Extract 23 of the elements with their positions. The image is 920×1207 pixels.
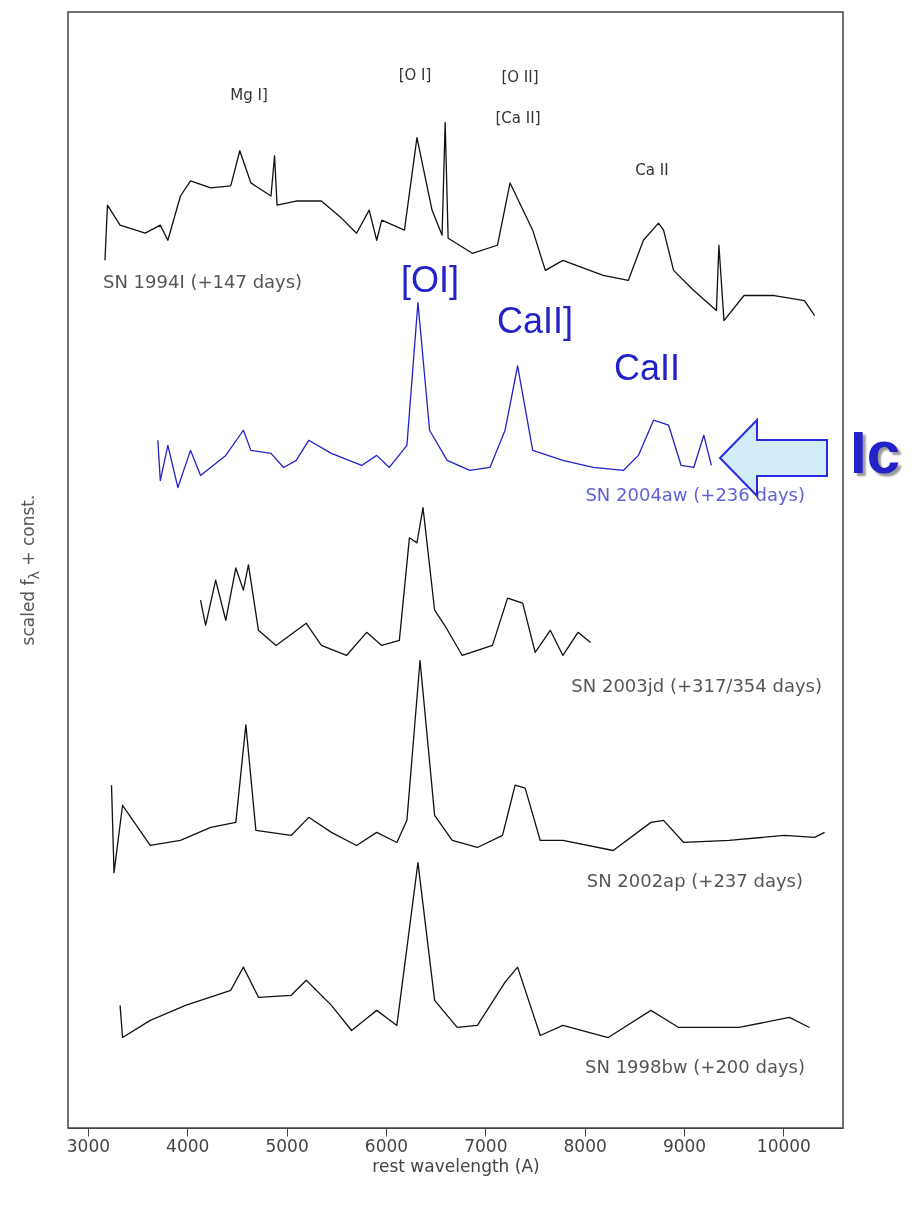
- x-tick-label: 5000: [265, 1135, 309, 1156]
- annotation: Ca II: [635, 161, 669, 179]
- series-label: SN 1998bw (+200 days): [585, 1056, 805, 1077]
- series-label: SN 2004aw (+236 days): [585, 484, 805, 505]
- annotation: [OI]: [400, 259, 460, 300]
- annotation: CaII: [613, 347, 681, 388]
- text: Ic: [849, 419, 901, 486]
- text: [O II]: [501, 68, 539, 86]
- series-label: SN 2002ap (+237 days): [586, 870, 803, 891]
- x-tick-label: 9000: [662, 1135, 707, 1156]
- x-tick-label: 6000: [364, 1135, 409, 1156]
- text: [O I]: [398, 66, 432, 84]
- x-tick-label: 8000: [563, 1135, 607, 1156]
- x-tick-label: 10000: [756, 1135, 811, 1156]
- annotation: [Ca II]: [495, 109, 541, 127]
- text: Mg I]: [230, 86, 268, 104]
- x-axis-title: rest wavelength (A): [372, 1155, 540, 1176]
- series-label: SN 2003jd (+317/354 days): [571, 675, 822, 696]
- x-tick-label: 4000: [166, 1135, 210, 1156]
- x-tick-label: 3000: [66, 1135, 110, 1156]
- series-label: SN 1994I (+147 days): [103, 271, 303, 292]
- x-tick-label: 7000: [464, 1135, 508, 1156]
- annotation: CaII]: [496, 300, 574, 341]
